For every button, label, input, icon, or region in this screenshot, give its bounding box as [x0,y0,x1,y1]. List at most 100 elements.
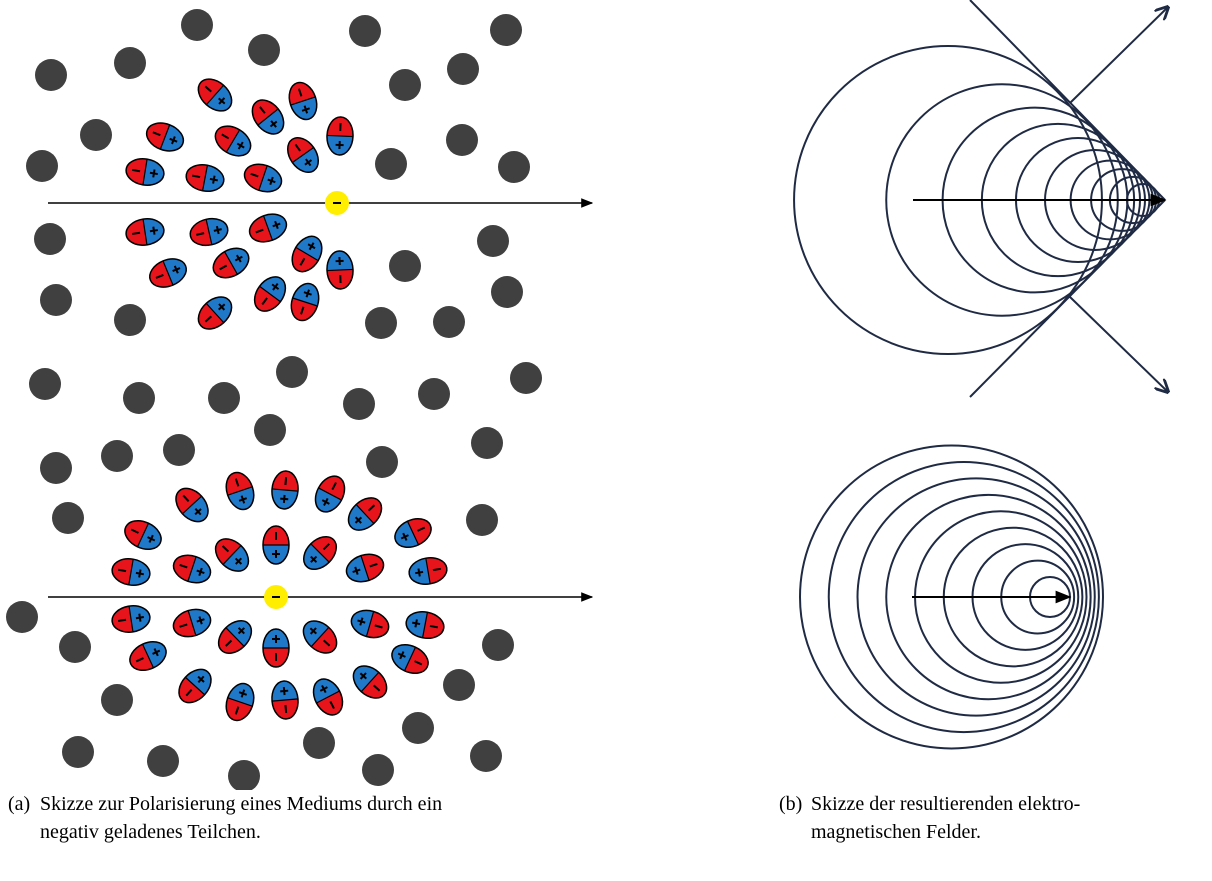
atom [248,34,280,66]
figure: (a) Skizze zur Polarisierung eines Mediu… [0,0,1212,881]
dipole [270,470,299,510]
atom [29,368,61,400]
atom [477,225,509,257]
atom [389,69,421,101]
atom [433,306,465,338]
atom [59,631,91,663]
dipole [241,160,285,197]
minus-sign [132,233,140,234]
dipole [246,209,291,246]
atom [114,47,146,79]
atom [52,502,84,534]
atom [482,629,514,661]
minus-sign [118,570,126,571]
atom [35,59,67,91]
dipole [342,492,388,537]
plus-sign [418,569,419,577]
emission-arrow [1070,7,1168,103]
dipole [407,555,449,587]
plus-sign [139,570,140,578]
dipole [124,216,165,247]
atom [498,151,530,183]
atom [446,124,478,156]
plus-sign [153,169,154,177]
dipole [222,469,259,513]
dipole [285,79,322,123]
atom [254,414,286,446]
atom [402,712,434,744]
dipole [390,513,435,553]
dipole [170,551,214,588]
emission-arrow [1070,297,1168,392]
dipole [125,636,170,676]
atom [362,754,394,786]
dipole [297,615,343,660]
atom [490,14,522,46]
minus-sign [118,620,126,621]
caption-label: (b) [779,790,802,818]
atom [365,307,397,339]
sketches [0,0,1212,790]
dipole [210,120,256,162]
dipole [110,556,152,588]
atom [34,223,66,255]
atom [26,150,58,182]
atom [366,446,398,478]
dipole [246,94,290,140]
atom [471,427,503,459]
caption-b: (b) Skizze der resultierenden elektro- m… [779,790,1199,850]
dipole [347,660,393,705]
atom [62,736,94,768]
atom [375,148,407,180]
dipole [192,73,238,118]
caption-text: Skizze der resultierenden elektro- magne… [811,790,1080,846]
caption-label: (a) [8,790,30,818]
atom [40,452,72,484]
cone-line [970,0,1165,200]
dipole [143,118,188,156]
atom [470,740,502,772]
minus-sign [285,705,286,713]
caption-a: (a) Skizze zur Polarisierung eines Mediu… [8,790,568,850]
atom [466,504,498,536]
dipole [170,605,214,641]
dipole [308,674,349,720]
dipole [287,280,323,324]
dipole [297,530,342,575]
dipole [326,250,354,289]
caption-line: Skizze zur Polarisierung eines Mediums d… [40,790,442,818]
atom [101,440,133,472]
caption-line: magnetischen Felder. [811,818,1080,846]
plus-sign [139,614,140,622]
caption-text: Skizze zur Polarisierung eines Mediums d… [40,790,442,846]
dipole [404,609,446,642]
dipole [145,254,190,293]
caption-line: negativ geladenes Teilchen. [40,818,442,846]
minus-sign [132,170,140,171]
atom [343,388,375,420]
dipole [208,242,254,283]
plus-sign [280,499,288,500]
dipole [209,532,254,577]
dipole [192,291,238,336]
atom [303,727,335,759]
dipole [124,156,166,188]
dipole [270,680,299,720]
atom [163,434,195,466]
atom [40,284,72,316]
atom [147,745,179,777]
atom [114,304,146,336]
dipole [248,271,291,317]
atom [6,601,38,633]
atom [491,276,523,308]
dipole [310,471,351,517]
dipole [387,639,432,679]
dipole [326,116,354,155]
dipole [188,215,231,249]
dipole [348,606,392,641]
dipole [281,132,324,178]
dipole [110,603,151,634]
dipole [184,162,226,195]
minus-sign [433,569,441,570]
dipole [120,515,165,555]
